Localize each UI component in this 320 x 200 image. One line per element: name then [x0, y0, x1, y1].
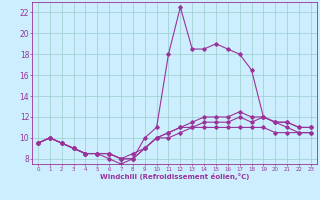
- X-axis label: Windchill (Refroidissement éolien,°C): Windchill (Refroidissement éolien,°C): [100, 173, 249, 180]
